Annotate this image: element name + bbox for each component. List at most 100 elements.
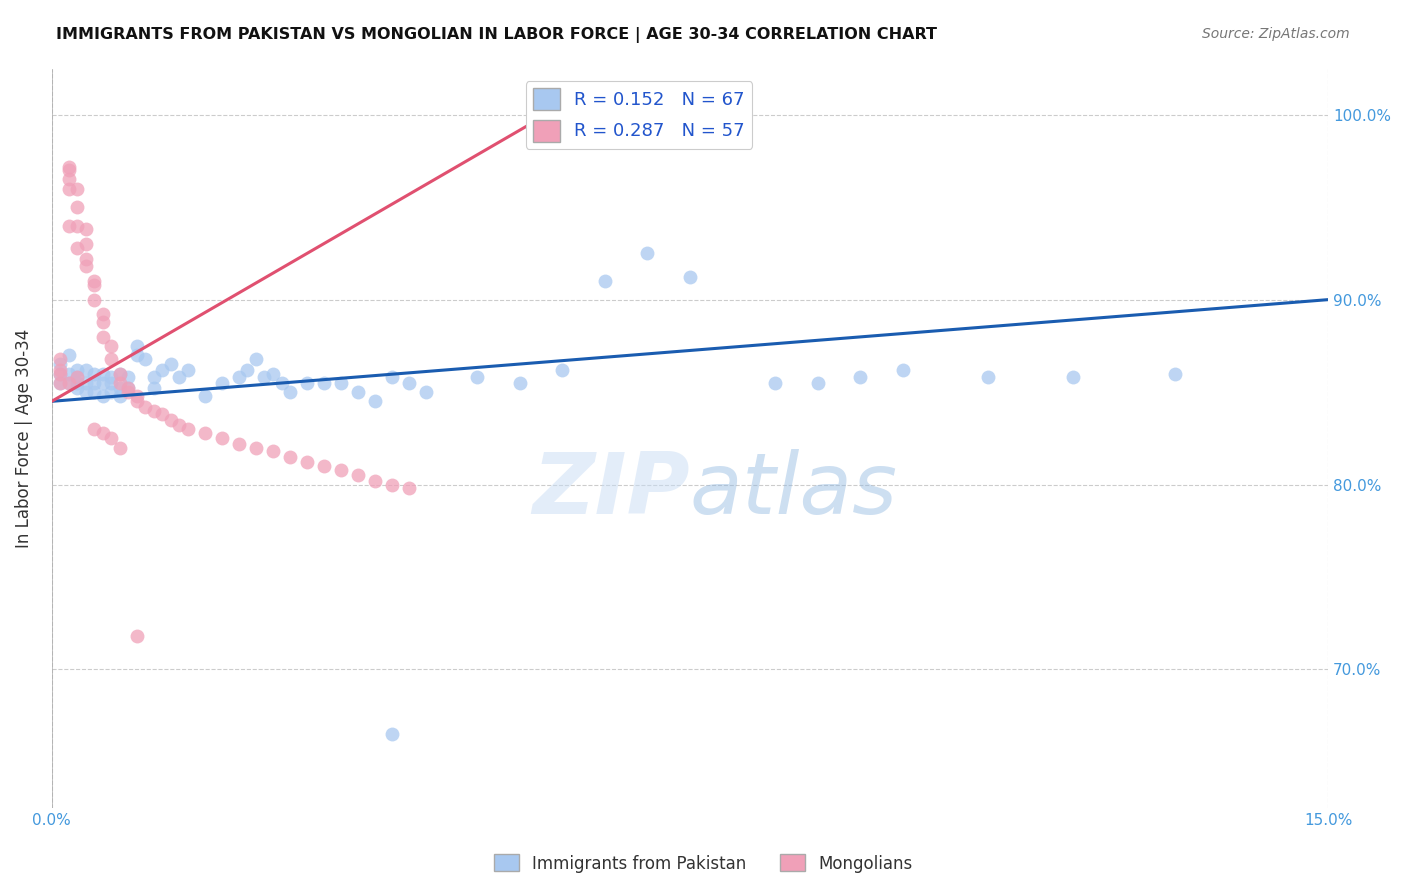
Point: [91, 425, 114, 440]
Legend: R = 0.152   N = 67, R = 0.287   N = 57: R = 0.152 N = 67, R = 0.287 N = 57: [526, 81, 752, 149]
Point: [295, 376, 318, 390]
Point: [58, 160, 80, 174]
Point: [66, 370, 89, 384]
Point: [58, 219, 80, 233]
Point: [415, 385, 437, 400]
Point: [108, 381, 131, 395]
Point: [91, 367, 114, 381]
Point: [100, 339, 122, 353]
Point: [58, 172, 80, 186]
Point: [228, 370, 250, 384]
Point: [91, 389, 114, 403]
Point: [58, 376, 80, 390]
Point: [134, 351, 156, 366]
Point: [91, 329, 114, 343]
Point: [330, 376, 353, 390]
Point: [636, 246, 658, 260]
Point: [347, 468, 370, 483]
Point: [117, 381, 139, 395]
Point: [245, 351, 267, 366]
Point: [1164, 367, 1187, 381]
Point: [66, 219, 89, 233]
Point: [66, 370, 89, 384]
Point: [211, 431, 233, 445]
Point: [245, 441, 267, 455]
Point: [117, 370, 139, 384]
Point: [83, 367, 105, 381]
Point: [169, 418, 191, 433]
Point: [108, 389, 131, 403]
Point: [977, 370, 1000, 384]
Point: [75, 237, 97, 252]
Point: [849, 370, 872, 384]
Point: [108, 441, 131, 455]
Point: [91, 315, 114, 329]
Point: [125, 348, 148, 362]
Point: [465, 370, 488, 384]
Point: [66, 376, 89, 390]
Point: [75, 363, 97, 377]
Point: [66, 363, 89, 377]
Point: [270, 376, 292, 390]
Point: [83, 385, 105, 400]
Point: [91, 307, 114, 321]
Point: [211, 376, 233, 390]
Point: [330, 463, 353, 477]
Point: [75, 252, 97, 266]
Point: [125, 339, 148, 353]
Point: [49, 376, 72, 390]
Y-axis label: In Labor Force | Age 30-34: In Labor Force | Age 30-34: [15, 328, 32, 548]
Point: [108, 367, 131, 381]
Point: [150, 363, 173, 377]
Point: [142, 403, 165, 417]
Point: [49, 367, 72, 381]
Point: [1062, 370, 1084, 384]
Point: [806, 376, 828, 390]
Point: [83, 274, 105, 288]
Point: [100, 385, 122, 400]
Point: [312, 458, 335, 473]
Legend: Immigrants from Pakistan, Mongolians: Immigrants from Pakistan, Mongolians: [486, 847, 920, 880]
Point: [679, 270, 702, 285]
Point: [509, 376, 531, 390]
Point: [142, 381, 165, 395]
Point: [551, 363, 574, 377]
Point: [91, 376, 114, 390]
Point: [100, 376, 122, 390]
Point: [194, 425, 217, 440]
Point: [83, 376, 105, 390]
Text: Source: ZipAtlas.com: Source: ZipAtlas.com: [1202, 27, 1350, 41]
Point: [381, 477, 404, 491]
Point: [125, 389, 148, 403]
Point: [58, 182, 80, 196]
Point: [125, 394, 148, 409]
Point: [160, 413, 183, 427]
Point: [83, 422, 105, 436]
Point: [75, 260, 97, 274]
Point: [142, 370, 165, 384]
Point: [262, 367, 284, 381]
Point: [108, 367, 131, 381]
Point: [49, 351, 72, 366]
Point: [364, 394, 387, 409]
Point: [117, 385, 139, 400]
Point: [347, 385, 370, 400]
Point: [262, 444, 284, 458]
Point: [75, 376, 97, 390]
Point: [58, 348, 80, 362]
Point: [49, 357, 72, 371]
Point: [66, 182, 89, 196]
Point: [398, 481, 420, 495]
Point: [75, 385, 97, 400]
Point: [398, 376, 420, 390]
Point: [58, 163, 80, 178]
Point: [66, 200, 89, 214]
Point: [49, 367, 72, 381]
Point: [593, 274, 616, 288]
Point: [117, 381, 139, 395]
Point: [49, 363, 72, 377]
Point: [236, 363, 259, 377]
Point: [75, 222, 97, 236]
Point: [125, 629, 148, 643]
Point: [364, 474, 387, 488]
